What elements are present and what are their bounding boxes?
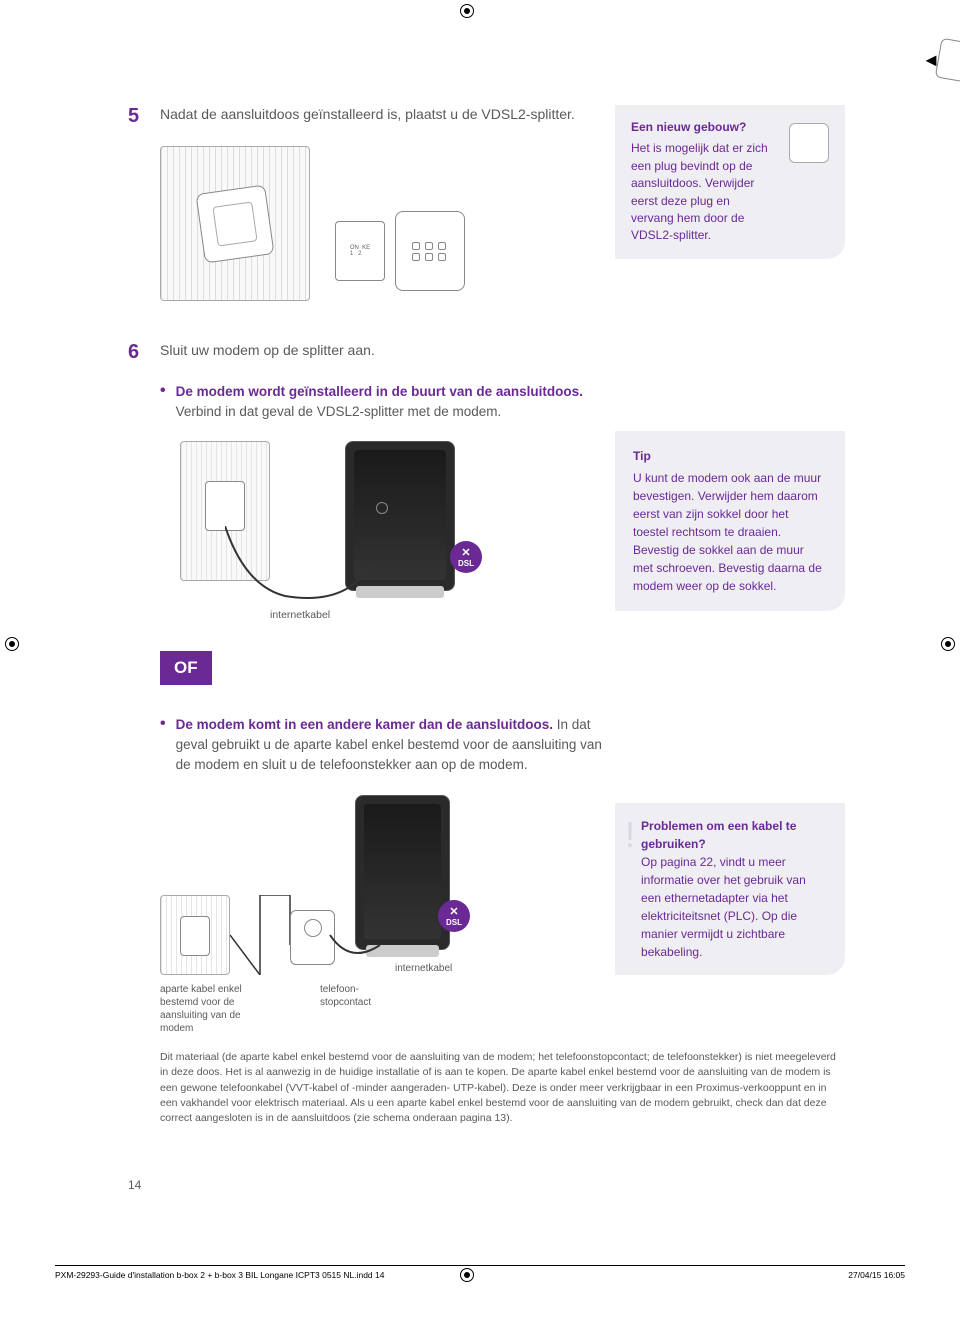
- plug-icon: [789, 123, 829, 163]
- diagram-modem-near: DSL internetkabel: [180, 441, 480, 621]
- bullet-2: • De modem komt in een andere kamer dan …: [160, 715, 845, 776]
- dsl-badge: DSL: [450, 541, 482, 573]
- label-aparte-kabel: aparte kabel enkel bestemd voor de aansl…: [160, 983, 260, 1035]
- bullet-dot: •: [160, 715, 166, 776]
- diagram-wall-socket: ◄: [160, 146, 310, 301]
- port-box: [395, 211, 465, 291]
- warning-body: Op pagina 22, vindt u meer informatie ov…: [641, 853, 829, 961]
- tip-body: U kunt de modem ook aan de muur bevestig…: [633, 469, 827, 595]
- bullet-1: • De modem wordt geïnstalleerd in de buu…: [160, 382, 845, 423]
- step-5-diagram: ◄ ON KE 1 2: [160, 146, 585, 301]
- diagram-modem-far: DSL aparte kabel enkel bestemd voor de a…: [160, 795, 460, 1025]
- exclamation-icon: !: [625, 821, 635, 961]
- step-6-text: Sluit uw modem op de splitter aan.: [160, 341, 375, 364]
- step-5-text: Nadat de aansluitdoos geïnstalleerd is, …: [160, 105, 575, 128]
- tip-title: Tip: [633, 447, 827, 465]
- warning-box: ! Problemen om een kabel te gebruiken? O…: [615, 803, 845, 975]
- fine-print: Dit materiaal (de aparte kabel enkel bes…: [160, 1050, 845, 1126]
- step-5-row: 5 Nadat de aansluitdoos geïnstalleerd is…: [128, 105, 585, 128]
- bullet-1-text: De modem wordt geïnstalleerd in de buurt…: [176, 382, 606, 423]
- callout-title: Een nieuw gebouw?: [631, 119, 773, 136]
- cable-label: internetkabel: [270, 609, 330, 621]
- wall-socket-1: [160, 895, 230, 975]
- footer-datetime: 27/04/15 16:05: [848, 1270, 905, 1280]
- step-6-row: 6 Sluit uw modem op de splitter aan.: [128, 341, 845, 364]
- cable-segment-2: [320, 925, 390, 975]
- warning-title: Problemen om een kabel te gebruiken?: [641, 817, 829, 853]
- callout-new-building: Een nieuw gebouw? Het is mogelijk dat er…: [615, 105, 845, 259]
- page-number: 14: [128, 1178, 141, 1192]
- callout-body: Het is mogelijk dat er zich een plug bev…: [631, 140, 773, 244]
- step-5-number: 5: [128, 105, 148, 128]
- step-6-number: 6: [128, 341, 148, 364]
- diagram-splitter-detail: ON KE 1 2: [320, 206, 480, 296]
- wall-socket: [205, 481, 245, 531]
- label-telefoon: telefoon- stopcontact: [320, 983, 371, 1009]
- of-separator: OF: [160, 651, 212, 685]
- footer-filename: PXM-29293-Guide d'installation b-box 2 +…: [55, 1270, 384, 1280]
- cable-line: [225, 526, 375, 606]
- footer: PXM-29293-Guide d'installation b-box 2 +…: [55, 1265, 905, 1280]
- dsl-badge-2: DSL: [438, 900, 470, 932]
- page-content: 5 Nadat de aansluitdoos geïnstalleerd is…: [0, 0, 960, 1186]
- switch-box: ON KE 1 2: [335, 221, 385, 281]
- bullet-dot: •: [160, 382, 166, 423]
- tip-box: Tip U kunt de modem ook aan de muur beve…: [615, 431, 845, 611]
- label-internet: internetkabel: [395, 963, 452, 974]
- bullet-2-text: De modem komt in een andere kamer dan de…: [176, 715, 606, 776]
